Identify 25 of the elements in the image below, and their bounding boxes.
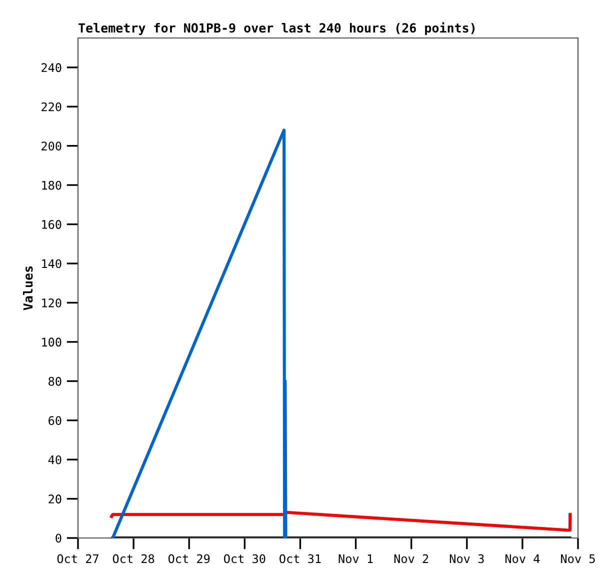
y-tick-label: 240	[42, 63, 62, 72]
x-tick-label: Oct 29	[168, 554, 210, 564]
y-axis-title: Values	[23, 266, 33, 310]
y-tick-label: 220	[42, 102, 62, 112]
y-tick-label: 160	[42, 220, 62, 229]
x-tick-label: Nov 5	[561, 554, 595, 564]
y-tick-label: 20	[48, 494, 62, 504]
y-tick-label: 180	[42, 180, 62, 190]
chart-title: Telemetry for NO1PB-9 over last 240 hours (26 points)	[78, 22, 475, 36]
x-tick-label: Nov 2	[394, 554, 428, 564]
y-tick-label: 80	[48, 376, 62, 386]
x-tick-label: Oct 31	[280, 554, 321, 564]
y-tick-label: 0	[56, 534, 62, 543]
x-tick-label: Nov 4	[505, 554, 540, 564]
x-tick-label: Oct 27	[57, 554, 98, 564]
x-tick-label: Oct 30	[224, 554, 266, 564]
y-tick-label: 100	[42, 338, 62, 347]
y-tick-label: 40	[48, 455, 62, 464]
x-tick-label: Nov 1	[338, 554, 373, 564]
x-tick-label: Nov 3	[450, 554, 484, 564]
y-tick-label: 60	[48, 416, 62, 426]
y-tick-label: 200	[42, 142, 62, 151]
x-tick-label: Oct 28	[112, 554, 154, 564]
y-tick-label: 140	[42, 259, 62, 268]
y-tick-label: 120	[42, 298, 62, 308]
